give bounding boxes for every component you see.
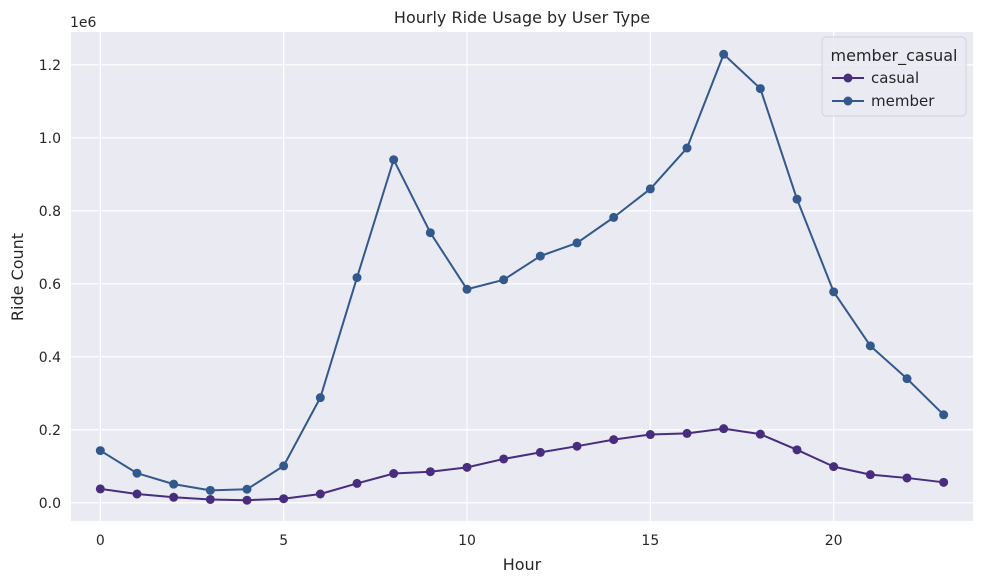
x-tick-label: 5 <box>279 533 288 549</box>
series-line-member <box>99 53 945 492</box>
series-casual <box>95 424 949 505</box>
data-point-member <box>132 468 142 478</box>
data-point-casual <box>499 454 509 464</box>
legend-marker-member <box>843 96 853 106</box>
data-point-casual <box>462 462 472 472</box>
data-point-casual <box>902 473 912 483</box>
data-point-casual <box>352 478 362 488</box>
data-point-casual <box>572 441 582 451</box>
data-point-casual <box>242 495 252 505</box>
data-point-member <box>352 273 362 283</box>
data-point-member <box>425 228 435 238</box>
tick-labels: 0 5 10 15 20 0.0 0.2 0.4 0.6 0.8 1.0 1.2 <box>39 58 843 549</box>
data-point-member <box>462 284 472 294</box>
chart-title: Hourly Ride Usage by User Type <box>394 8 650 27</box>
y-tick-label: 0.8 <box>39 204 61 220</box>
y-tick-label: 1.0 <box>39 131 61 147</box>
legend-title: member_casual <box>831 46 958 66</box>
data-point-member <box>792 194 802 204</box>
x-axis-label: Hour <box>503 555 542 574</box>
series-layer <box>95 49 949 505</box>
data-point-member <box>609 212 619 222</box>
data-point-casual <box>792 445 802 455</box>
data-point-member <box>535 251 545 261</box>
grid-lines <box>71 32 973 521</box>
y-tick-label: 0.6 <box>39 277 61 293</box>
series-member <box>95 49 949 495</box>
data-point-member <box>499 275 509 285</box>
data-point-member <box>645 184 655 194</box>
data-point-casual <box>535 447 545 457</box>
data-point-casual <box>95 484 105 494</box>
y-axis-label: Ride Count <box>8 233 27 321</box>
data-point-casual <box>205 494 215 504</box>
data-point-member <box>719 49 729 59</box>
data-point-casual <box>755 429 765 439</box>
data-point-casual <box>169 492 179 502</box>
x-tick-label: 15 <box>641 533 659 549</box>
data-point-casual <box>279 494 289 504</box>
data-point-member <box>169 479 179 489</box>
legend-marker-casual <box>843 73 853 83</box>
data-point-casual <box>645 430 655 440</box>
data-point-casual <box>389 469 399 479</box>
legend-box <box>821 36 967 117</box>
x-tick-label: 10 <box>458 533 476 549</box>
data-point-member <box>939 410 949 420</box>
data-point-member <box>315 393 325 403</box>
data-point-casual <box>682 428 692 438</box>
data-point-member <box>572 238 582 248</box>
data-point-casual <box>829 462 839 472</box>
data-point-member <box>95 446 105 456</box>
data-point-casual <box>315 489 325 499</box>
data-point-member <box>755 84 765 94</box>
data-point-member <box>682 143 692 153</box>
y-tick-label: 1.2 <box>39 58 61 74</box>
data-point-casual <box>865 470 875 480</box>
data-point-member <box>865 341 875 351</box>
legend-label-casual: casual <box>871 69 919 87</box>
data-point-member <box>389 155 399 165</box>
data-point-casual <box>132 489 142 499</box>
y-tick-label: 0.2 <box>39 423 61 439</box>
x-tick-label: 20 <box>825 533 843 549</box>
x-tick-label: 0 <box>96 533 105 549</box>
y-tick-label: 0.0 <box>39 496 61 512</box>
data-point-member <box>829 287 839 297</box>
data-point-casual <box>719 424 729 434</box>
legend-label-member: member <box>871 92 935 110</box>
y-tick-label: 0.4 <box>39 350 61 366</box>
data-point-casual <box>609 435 619 445</box>
y-offset-label: 1e6 <box>70 15 97 31</box>
data-point-member <box>205 485 215 495</box>
data-point-casual <box>939 477 949 487</box>
data-point-member <box>902 374 912 384</box>
series-line-casual <box>100 427 944 502</box>
legend: member_casual casual member <box>821 36 967 117</box>
data-point-member <box>279 461 289 471</box>
data-point-casual <box>425 467 435 477</box>
data-point-member <box>242 484 252 494</box>
